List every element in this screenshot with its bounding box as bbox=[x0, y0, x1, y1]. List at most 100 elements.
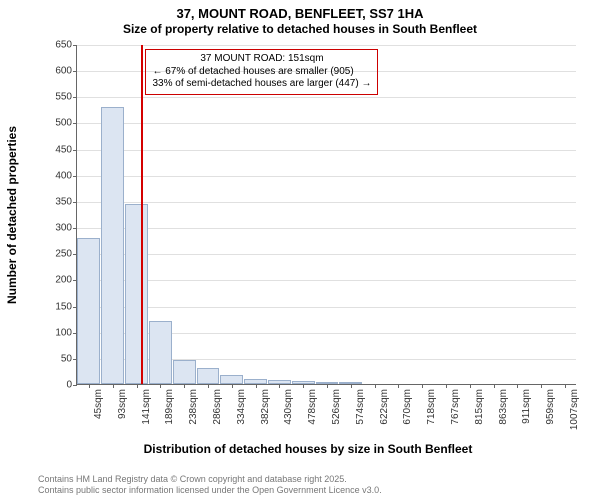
bar bbox=[101, 107, 124, 384]
bar bbox=[125, 204, 148, 384]
xtick-label: 959sqm bbox=[545, 389, 556, 425]
xtick-mark bbox=[446, 384, 447, 388]
gridline bbox=[77, 280, 576, 281]
ytick-label: 450 bbox=[42, 144, 72, 155]
ytick-mark bbox=[73, 202, 77, 203]
footer-line2: Contains public sector information licen… bbox=[38, 485, 382, 496]
ytick-mark bbox=[73, 123, 77, 124]
xtick-mark bbox=[517, 384, 518, 388]
ytick-mark bbox=[73, 307, 77, 308]
gridline bbox=[77, 150, 576, 151]
bar bbox=[220, 375, 243, 384]
chart-subtitle: Size of property relative to detached ho… bbox=[0, 22, 600, 36]
xtick-label: 718sqm bbox=[426, 389, 437, 425]
gridline bbox=[77, 254, 576, 255]
xtick-mark bbox=[89, 384, 90, 388]
xtick-mark bbox=[137, 384, 138, 388]
xtick-label: 334sqm bbox=[236, 389, 247, 425]
xtick-label: 93sqm bbox=[117, 389, 128, 419]
ytick-mark bbox=[73, 228, 77, 229]
xtick-mark bbox=[279, 384, 280, 388]
plot-area: 0501001502002503003504004505005506006504… bbox=[76, 45, 576, 385]
bar bbox=[149, 321, 172, 384]
gridline bbox=[77, 307, 576, 308]
xtick-mark bbox=[422, 384, 423, 388]
xtick-mark bbox=[470, 384, 471, 388]
annotation-box: 37 MOUNT ROAD: 151sqm← 67% of detached h… bbox=[145, 49, 378, 95]
xtick-label: 863sqm bbox=[498, 389, 509, 425]
ytick-mark bbox=[73, 385, 77, 386]
xtick-mark bbox=[494, 384, 495, 388]
marker-line bbox=[141, 45, 143, 384]
xtick-label: 430sqm bbox=[283, 389, 294, 425]
ytick-label: 400 bbox=[42, 170, 72, 181]
chart-title: 37, MOUNT ROAD, BENFLEET, SS7 1HA bbox=[0, 6, 600, 21]
xtick-mark bbox=[327, 384, 328, 388]
ytick-label: 150 bbox=[42, 301, 72, 312]
xtick-label: 526sqm bbox=[331, 389, 342, 425]
ytick-label: 600 bbox=[42, 66, 72, 77]
xtick-label: 189sqm bbox=[164, 389, 175, 425]
xtick-label: 767sqm bbox=[450, 389, 461, 425]
ytick-label: 550 bbox=[42, 92, 72, 103]
ytick-label: 0 bbox=[42, 380, 72, 391]
xtick-label: 238sqm bbox=[188, 389, 199, 425]
xtick-label: 911sqm bbox=[521, 389, 532, 424]
xtick-label: 1007sqm bbox=[569, 389, 580, 430]
xtick-mark bbox=[351, 384, 352, 388]
ytick-label: 650 bbox=[42, 40, 72, 51]
gridline bbox=[77, 123, 576, 124]
xtick-mark bbox=[541, 384, 542, 388]
bar bbox=[77, 238, 100, 384]
y-axis-label: Number of detached properties bbox=[5, 126, 19, 304]
ytick-mark bbox=[73, 45, 77, 46]
xtick-label: 622sqm bbox=[379, 389, 390, 425]
ytick-mark bbox=[73, 176, 77, 177]
ytick-label: 250 bbox=[42, 249, 72, 260]
annotation-line1: 37 MOUNT ROAD: 151sqm bbox=[152, 53, 371, 66]
ytick-mark bbox=[73, 254, 77, 255]
ytick-label: 300 bbox=[42, 223, 72, 234]
ytick-label: 200 bbox=[42, 275, 72, 286]
xtick-mark bbox=[303, 384, 304, 388]
xtick-label: 286sqm bbox=[212, 389, 223, 425]
ytick-mark bbox=[73, 359, 77, 360]
xtick-label: 815sqm bbox=[474, 389, 485, 425]
ytick-label: 100 bbox=[42, 327, 72, 338]
ytick-mark bbox=[73, 150, 77, 151]
annotation-line2: ← 67% of detached houses are smaller (90… bbox=[152, 66, 371, 79]
xtick-mark bbox=[565, 384, 566, 388]
xtick-label: 45sqm bbox=[93, 389, 104, 419]
xtick-mark bbox=[208, 384, 209, 388]
bar bbox=[197, 368, 220, 384]
xtick-label: 574sqm bbox=[355, 389, 366, 425]
xtick-mark bbox=[375, 384, 376, 388]
chart-title-block: 37, MOUNT ROAD, BENFLEET, SS7 1HA Size o… bbox=[0, 0, 600, 36]
ytick-label: 350 bbox=[42, 196, 72, 207]
gridline bbox=[77, 45, 576, 46]
xtick-mark bbox=[232, 384, 233, 388]
footer-line1: Contains HM Land Registry data © Crown c… bbox=[38, 474, 382, 485]
xtick-mark bbox=[398, 384, 399, 388]
ytick-mark bbox=[73, 280, 77, 281]
xtick-mark bbox=[256, 384, 257, 388]
xtick-label: 670sqm bbox=[402, 389, 413, 425]
annotation-line3: 33% of semi-detached houses are larger (… bbox=[152, 78, 371, 91]
xtick-mark bbox=[113, 384, 114, 388]
chart-container: Number of detached properties 0501001502… bbox=[38, 45, 578, 415]
bar bbox=[173, 360, 196, 384]
xtick-label: 141sqm bbox=[141, 389, 152, 425]
gridline bbox=[77, 176, 576, 177]
ytick-label: 500 bbox=[42, 118, 72, 129]
ytick-mark bbox=[73, 71, 77, 72]
x-axis-label: Distribution of detached houses by size … bbox=[38, 442, 578, 456]
gridline bbox=[77, 97, 576, 98]
ytick-label: 50 bbox=[42, 353, 72, 364]
gridline bbox=[77, 228, 576, 229]
xtick-mark bbox=[160, 384, 161, 388]
xtick-mark bbox=[184, 384, 185, 388]
ytick-mark bbox=[73, 97, 77, 98]
gridline bbox=[77, 202, 576, 203]
ytick-mark bbox=[73, 333, 77, 334]
footer-attribution: Contains HM Land Registry data © Crown c… bbox=[38, 474, 382, 496]
